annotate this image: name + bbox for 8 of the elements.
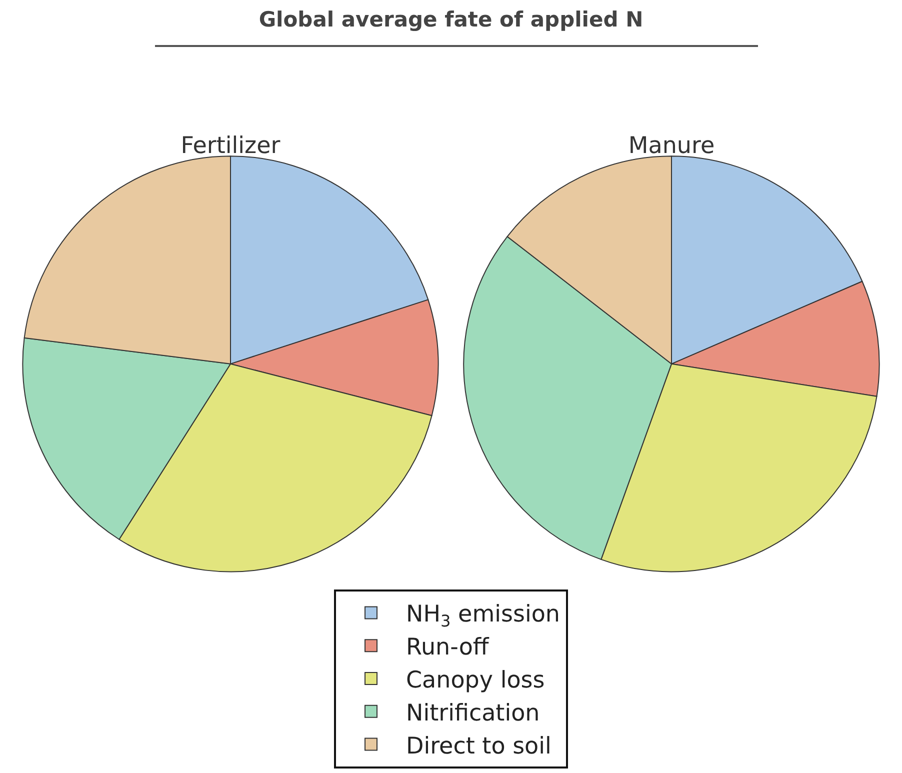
legend-label: Direct to soil	[406, 733, 552, 760]
slice-label: Manure	[628, 133, 715, 160]
chart-title: Global average fate of applied N	[258, 7, 644, 32]
legend-label: Run-off	[406, 634, 490, 661]
legend-label: NH$_{3}$ emission	[406, 602, 560, 631]
legend-label: Canopy loss	[406, 667, 545, 694]
legend-label: Nitrification	[406, 700, 540, 726]
slice-label: Fertilizer	[180, 133, 281, 160]
